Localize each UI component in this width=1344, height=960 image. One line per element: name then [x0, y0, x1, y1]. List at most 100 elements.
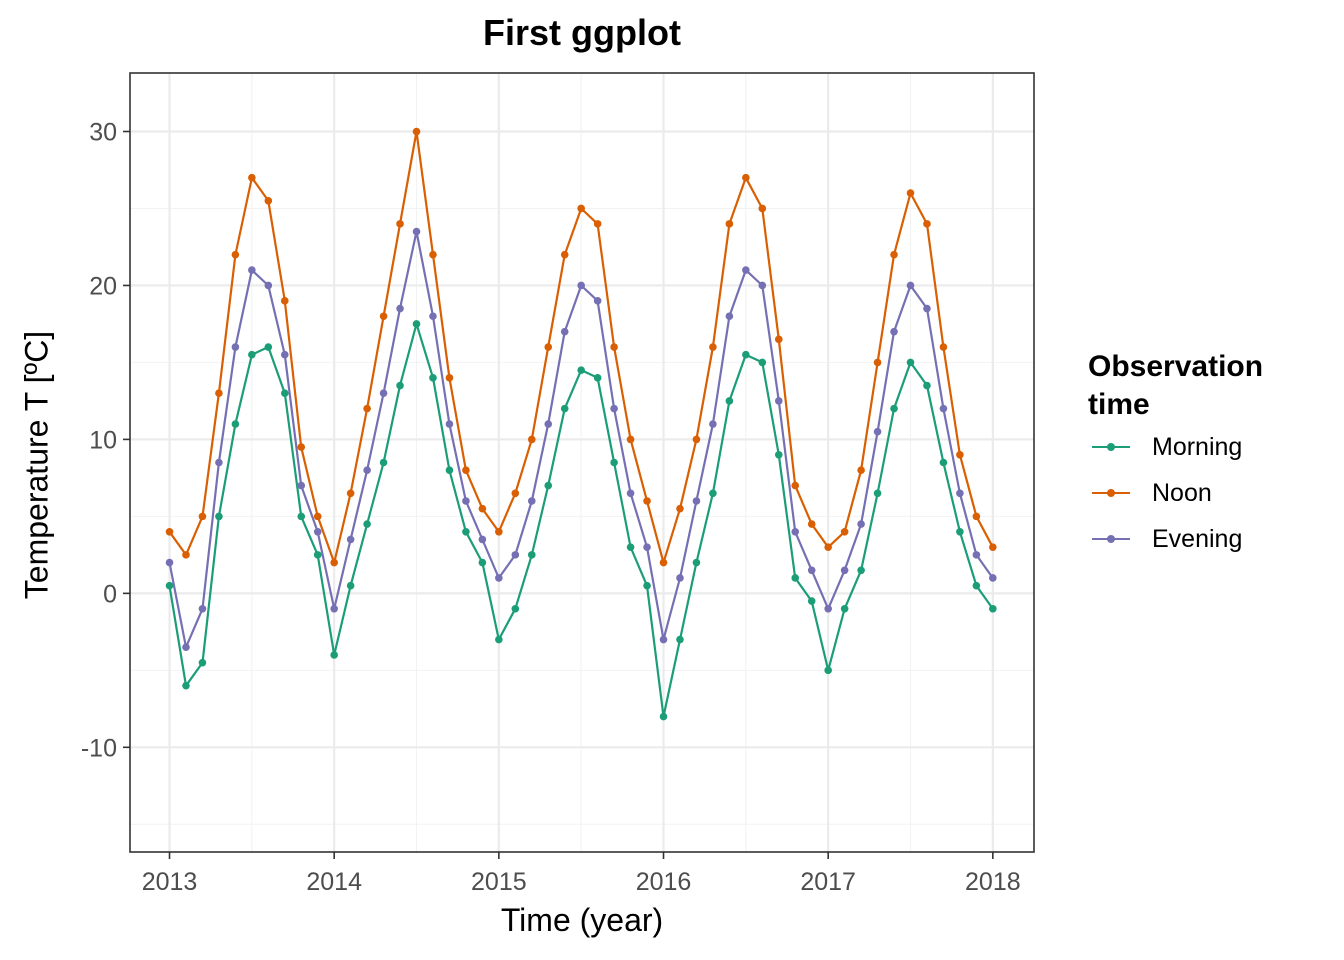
data-point-noon: [906, 189, 915, 197]
data-point-morning: [544, 481, 553, 490]
data-point-morning: [182, 681, 190, 690]
data-point-evening: [873, 427, 882, 436]
data-point-noon: [857, 466, 865, 474]
data-point-noon: [379, 312, 388, 321]
x-tick-label: 2013: [142, 868, 198, 896]
data-point-morning: [264, 343, 273, 351]
data-point-morning: [527, 551, 536, 559]
data-point-morning: [511, 604, 520, 613]
data-point-evening: [363, 466, 371, 474]
data-point-evening: [231, 343, 240, 351]
data-point-noon: [462, 466, 470, 474]
y-tick-label: 30: [89, 119, 117, 147]
data-point-evening: [840, 566, 849, 575]
data-point-morning: [577, 366, 585, 374]
x-axis-label: Time (year): [500, 902, 664, 938]
data-point-noon: [577, 204, 585, 213]
data-point-morning: [725, 397, 734, 405]
data-point-noon: [824, 543, 832, 551]
data-point-evening: [429, 312, 437, 321]
data-point-evening: [643, 543, 651, 551]
data-point-evening: [560, 327, 569, 336]
data-point-morning: [280, 389, 289, 398]
data-point-evening: [972, 551, 981, 559]
data-point-evening: [462, 497, 470, 505]
data-point-morning: [676, 635, 684, 644]
data-point-noon: [198, 512, 207, 521]
data-point-noon: [939, 343, 948, 351]
data-point-noon: [923, 220, 931, 228]
data-point-evening: [248, 266, 256, 274]
data-point-morning: [923, 381, 931, 390]
legend-label-morning: Morning: [1152, 432, 1243, 461]
data-point-evening: [725, 312, 734, 321]
data-point-morning: [462, 527, 470, 536]
data-point-morning: [857, 566, 865, 575]
data-point-evening: [330, 604, 338, 613]
data-point-morning: [412, 320, 421, 328]
data-point-noon: [429, 250, 437, 259]
legend: Observation time Morning Noon Evening: [1088, 348, 1328, 562]
data-point-morning: [346, 581, 355, 590]
data-point-noon: [791, 481, 800, 490]
legend-key-morning: [1088, 424, 1134, 470]
data-point-morning: [626, 543, 635, 551]
plot-border: [129, 72, 1035, 853]
data-point-noon: [346, 489, 355, 498]
legend-marker-evening: [1107, 535, 1115, 543]
data-point-morning: [610, 458, 618, 467]
data-point-morning: [906, 358, 915, 367]
data-point-morning: [939, 458, 948, 467]
legend-item-evening: Evening: [1088, 516, 1328, 562]
data-point-morning: [989, 604, 997, 613]
y-tick-label: 0: [103, 580, 117, 608]
data-point-noon: [972, 512, 981, 521]
data-point-morning: [445, 466, 454, 474]
data-point-noon: [873, 358, 882, 367]
data-point-evening: [857, 520, 865, 528]
data-point-evening: [923, 304, 931, 313]
data-point-morning: [215, 512, 223, 521]
data-point-morning: [429, 374, 437, 382]
data-point-morning: [379, 458, 388, 467]
data-point-evening: [742, 266, 750, 274]
data-point-morning: [709, 489, 717, 498]
data-point-morning: [593, 374, 602, 382]
data-point-noon: [560, 250, 569, 259]
data-point-evening: [791, 527, 800, 536]
data-point-noon: [182, 551, 190, 559]
data-point-evening: [692, 497, 701, 505]
data-point-morning: [248, 350, 256, 359]
series-layer: [165, 127, 997, 721]
data-point-evening: [379, 389, 388, 398]
data-point-morning: [824, 666, 832, 675]
data-point-evening: [165, 558, 174, 567]
data-point-morning: [791, 574, 800, 582]
series-noon: [165, 127, 997, 567]
data-point-noon: [956, 451, 964, 459]
data-point-evening: [906, 281, 915, 290]
data-point-morning: [972, 581, 981, 590]
data-point-noon: [593, 220, 602, 228]
data-point-noon: [676, 504, 684, 513]
data-point-evening: [824, 604, 832, 613]
data-point-noon: [396, 220, 404, 228]
data-point-morning: [956, 527, 964, 536]
legend-marker-noon: [1107, 489, 1115, 497]
data-point-evening: [758, 281, 767, 290]
data-point-noon: [610, 343, 618, 351]
data-point-evening: [478, 535, 487, 544]
data-point-noon: [840, 527, 849, 536]
data-point-evening: [280, 350, 289, 359]
data-point-evening: [412, 227, 421, 236]
data-point-morning: [643, 581, 651, 590]
data-point-morning: [840, 604, 849, 613]
data-point-evening: [593, 297, 602, 305]
x-tick-label: 2016: [636, 868, 692, 896]
data-point-noon: [643, 497, 651, 505]
data-point-noon: [248, 173, 256, 182]
data-point-evening: [346, 535, 355, 544]
data-point-noon: [511, 489, 520, 498]
data-point-morning: [758, 358, 767, 367]
data-point-morning: [873, 489, 882, 498]
